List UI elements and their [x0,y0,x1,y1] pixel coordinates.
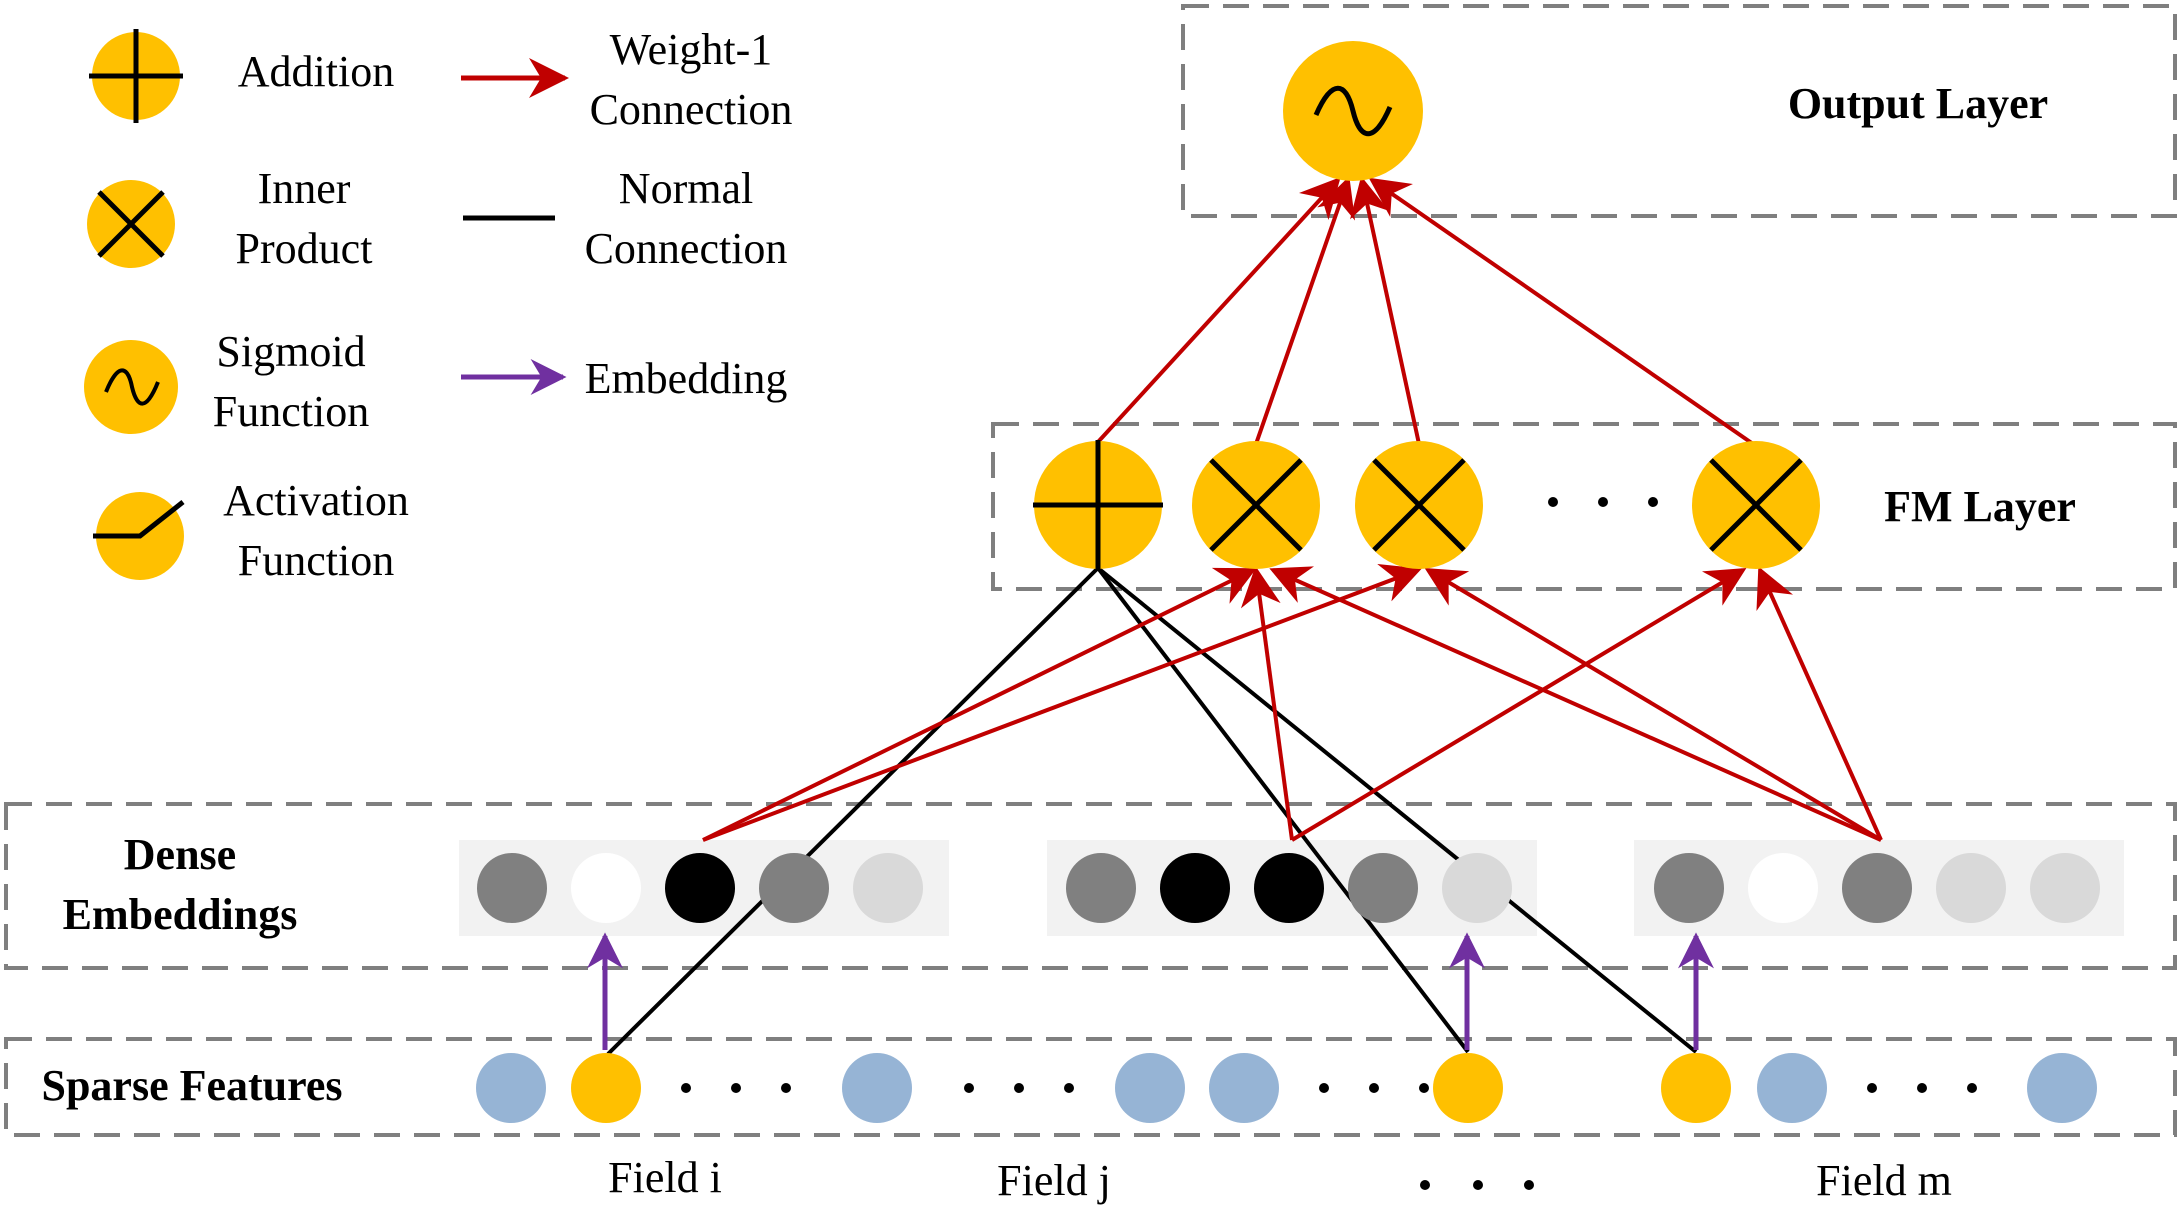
sparse-ellipsis-dot [1064,1083,1074,1093]
dense-label-line2: Embeddings [63,890,298,939]
dense-embedding-unit [571,853,641,923]
legend-activation-line2: Function [238,536,394,585]
sparse-feature-inactive [1209,1053,1279,1123]
legend-sigmoid-line2: Function [213,387,369,436]
dense-embedding-unit [1066,853,1136,923]
inner-product-icon [1209,458,1303,552]
sparse-ellipsis-dot [1867,1083,1877,1093]
dense-embedding-unit [1348,853,1418,923]
output-layer-box [1181,4,2177,218]
legend-weight1-line1: Weight-1 [610,25,773,74]
output-layer-label: Output Layer [1788,79,2048,128]
dense-embedding-unit [665,853,735,923]
sparse-ellipsis-dot [731,1083,741,1093]
dense-embedding-unit [1442,853,1512,923]
legend-addition-node [89,29,183,123]
sparse-feature-active [1661,1053,1731,1123]
sparse-ellipsis-dot [781,1083,791,1093]
sparse-feature-inactive [842,1053,912,1123]
legend-embedding-label: Embedding [585,354,788,403]
sparse-feature-inactive [476,1053,546,1123]
dense-label-line1: Dense [124,830,236,879]
sparse-feature-active [571,1053,641,1123]
inner-product-icon [1709,458,1803,552]
sparse-feature-inactive [1757,1053,1827,1123]
legend: Addition Inner Product Sigmoid Function … [84,25,792,585]
dense-embedding-unit [1254,853,1324,923]
legend-inner-product-node [87,180,175,268]
sparse-label: Sparse Features [41,1061,342,1110]
sparse-ellipsis-dot [681,1083,691,1093]
fm-layer-label: FM Layer [1884,482,2076,531]
fm-inner-product-node-1 [1192,441,1320,569]
legend-normal-line2: Connection [585,224,788,273]
sparse-ellipsis-dot [1419,1083,1429,1093]
sigmoid-icon [104,368,160,406]
sparse-feature-circles [476,1053,2097,1123]
sparse-feature-inactive [1115,1053,1185,1123]
legend-normal-line1: Normal [619,164,753,213]
dense-embedding-unit [477,853,547,923]
dense-embedding-unit [853,853,923,923]
fm-inner-product-node-2 [1355,441,1483,569]
sparse-ellipsis-dot [1369,1083,1379,1093]
weight1-connections-output [1096,176,1758,448]
activation-icon [93,500,185,539]
dense-embedding-unit [1842,853,1912,923]
field-m-label: Field m [1816,1156,1952,1205]
legend-sigmoid-node [84,340,178,434]
dense-embeddings-box [4,802,2177,970]
legend-addition-label: Addition [238,47,394,96]
legend-inner-product-line1: Inner [258,164,351,213]
output-sigmoid-node [1283,41,1423,181]
addition-icon [1033,440,1163,570]
legend-activation-node [93,492,185,580]
dense-embedding-unit [1654,853,1724,923]
field-i-label: Field i [608,1153,722,1202]
sparse-ellipsis-dot [1917,1083,1927,1093]
legend-activation-line1: Activation [223,476,409,525]
normal-connections [606,566,1698,1056]
dense-embedding-unit [1160,853,1230,923]
sparse-ellipsis-dot [1319,1083,1329,1093]
dense-embedding-circles [477,853,2100,923]
sparse-ellipsis-dot [1014,1083,1024,1093]
fm-ellipsis [1548,497,1658,507]
dense-embedding-unit [1748,853,1818,923]
legend-weight1-line2: Connection [590,85,793,134]
weight1-connections-fm [702,564,1883,842]
fm-inner-product-node-3 [1692,441,1820,569]
addition-icon [89,29,183,123]
field-ellipsis [1420,1180,1534,1190]
legend-inner-product-line2: Product [236,224,373,273]
inner-product-icon [1372,458,1466,552]
dense-embedding-unit [2030,853,2100,923]
dense-embedding-unit [1936,853,2006,923]
sigmoid-icon [1313,85,1393,137]
sparse-feature-active [1433,1053,1503,1123]
sparse-feature-inactive [2027,1053,2097,1123]
sparse-features-box [4,1037,2177,1137]
field-j-label: Field j [997,1156,1111,1205]
inner-product-icon [97,190,165,258]
legend-sigmoid-line1: Sigmoid [216,327,365,376]
embedding-arrows [587,932,1714,1050]
fm-layer-box [991,422,2177,591]
sparse-ellipsis-dot [964,1083,974,1093]
fm-addition-node [1033,440,1163,570]
dense-embedding-unit [759,853,829,923]
sparse-ellipsis-dot [1967,1083,1977,1093]
